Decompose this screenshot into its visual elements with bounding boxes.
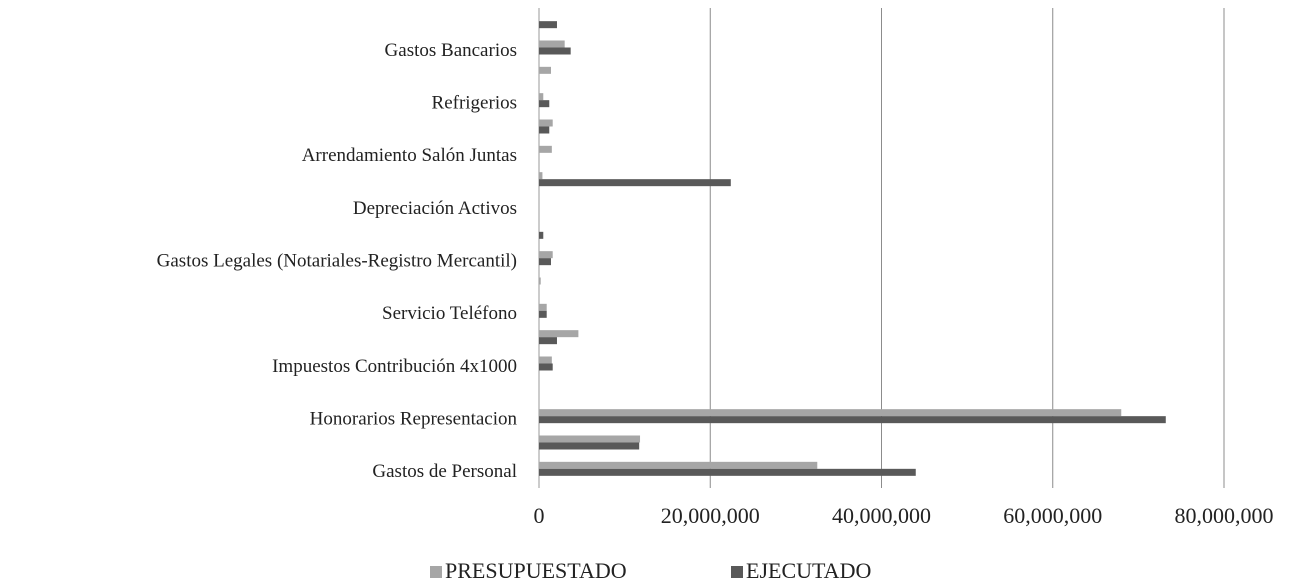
bar: [539, 21, 557, 29]
legend-swatch: [430, 566, 442, 578]
bar: [539, 461, 818, 469]
legend-swatch: [731, 566, 743, 578]
bar: [539, 126, 550, 134]
bar: [539, 40, 565, 48]
bar: [539, 310, 547, 318]
y-tick-label: Arrendamiento Salón Juntas: [302, 145, 517, 166]
legend-label: PRESUPUESTADO: [445, 558, 627, 583]
bar: [539, 416, 1166, 424]
y-tick-label: Gastos Legales (Notariales-Registro Merc…: [157, 251, 517, 272]
bar: [539, 179, 731, 187]
bar: [539, 231, 544, 239]
y-tick-label: Impuestos Contribución 4x1000: [272, 356, 517, 377]
x-tick-label: 20,000,000: [661, 503, 760, 528]
bar: [539, 337, 557, 345]
y-tick-label: Gastos Bancarios: [385, 40, 517, 61]
bar: [539, 330, 579, 338]
bar: [539, 93, 544, 101]
y-tick-label: Refrigerios: [432, 93, 517, 114]
bar: [539, 303, 547, 311]
x-tick-label: 60,000,000: [1003, 503, 1102, 528]
y-tick-label: Gastos de Personal: [372, 461, 517, 482]
bar: [539, 468, 916, 476]
bar: [539, 145, 552, 153]
bar: [539, 119, 553, 127]
bar: [539, 100, 550, 108]
bar: [539, 66, 551, 74]
bar: [539, 251, 553, 259]
legend-label: EJECUTADO: [746, 558, 871, 583]
bar: [539, 277, 541, 285]
bar: [539, 435, 641, 443]
x-tick-label: 0: [534, 503, 545, 528]
bar: [539, 356, 552, 364]
bar: [539, 47, 571, 55]
y-tick-label: Honorarios Representacion: [310, 409, 518, 430]
bar: [539, 409, 1122, 417]
y-tick-label: Depreciación Activos: [353, 198, 517, 219]
x-tick-label: 40,000,000: [832, 503, 931, 528]
bar: [539, 258, 551, 266]
bar: [539, 442, 640, 450]
y-tick-label: Servicio Teléfono: [382, 303, 517, 324]
bar: [539, 172, 543, 180]
bar: [539, 363, 553, 371]
x-tick-label: 80,000,000: [1175, 503, 1274, 528]
